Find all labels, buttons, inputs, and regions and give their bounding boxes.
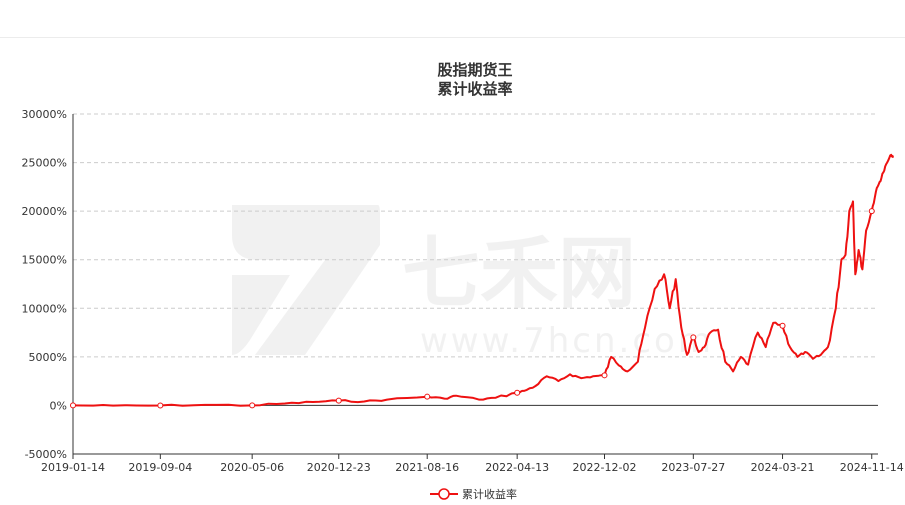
y-tick-label: 0% <box>50 399 67 412</box>
watermark-logo <box>232 205 380 355</box>
series-layer <box>70 153 895 409</box>
series-marker[interactable] <box>70 402 76 409</box>
y-tick-label: 30000% <box>22 108 67 121</box>
legend[interactable]: 累计收益率 <box>430 487 517 501</box>
series-marker[interactable] <box>601 372 608 379</box>
watermark-text: 七禾网 <box>402 229 636 319</box>
x-tick-label: 2019-01-14 <box>41 461 105 474</box>
series-marker[interactable] <box>868 208 875 215</box>
series-marker[interactable] <box>514 389 521 396</box>
y-tick-label: 15000% <box>22 254 67 267</box>
y-tick-label: 20000% <box>22 205 67 218</box>
series-marker[interactable] <box>690 334 697 341</box>
chart-subtitle: 累计收益率 <box>437 80 512 98</box>
y-tick-label: 5000% <box>29 351 67 364</box>
top-divider <box>0 37 905 38</box>
y-tick-label: -5000% <box>25 448 67 461</box>
watermark-url: www.7hcn.com <box>420 321 714 361</box>
x-tick-label: 2021-08-16 <box>395 461 459 474</box>
x-tick-label: 2022-04-13 <box>485 461 549 474</box>
watermark: 七禾网 www.7hcn.com <box>232 205 714 361</box>
series-marker[interactable] <box>779 322 786 329</box>
legend-marker <box>438 488 450 500</box>
legend-label: 累计收益率 <box>462 487 517 501</box>
y-tick-label: 25000% <box>22 157 67 170</box>
x-axis: 2019-01-14 2019-09-04 2020-05-06 2020-12-23… <box>41 404 904 474</box>
chart-title: 股指期货王 <box>437 61 512 79</box>
y-tick-label: 10000% <box>22 302 67 315</box>
x-tick-label: 2020-12-23 <box>307 461 371 474</box>
y-axis: -5000% 0% 5000% 10000% 15000% 20000% 25000% 300… <box>22 108 74 461</box>
x-tick-label: 2024-03-21 <box>751 461 815 474</box>
x-tick-label: 2020-05-06 <box>220 461 284 474</box>
x-tick-label: 2019-09-04 <box>128 461 192 474</box>
series-line <box>72 153 895 407</box>
series-marker[interactable] <box>157 402 164 409</box>
x-tick-label: 2022-12-02 <box>573 461 637 474</box>
series-marker[interactable] <box>335 397 342 404</box>
x-tick-label: 2024-11-14 <box>840 461 904 474</box>
series-marker[interactable] <box>424 393 431 400</box>
x-tick-label: 2023-07-27 <box>661 461 725 474</box>
series-marker[interactable] <box>249 402 256 409</box>
